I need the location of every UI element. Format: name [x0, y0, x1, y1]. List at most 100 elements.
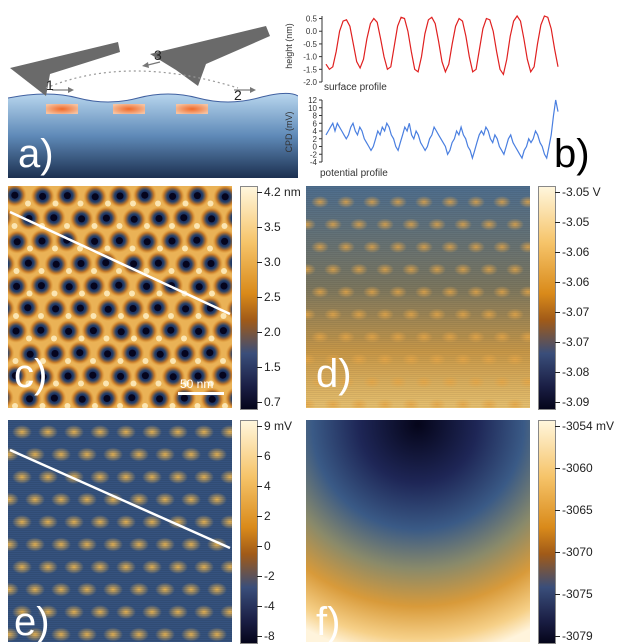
pore-core [193, 192, 201, 200]
ridge-highlight [207, 200, 214, 207]
y-tick-label-cpd: 4 [313, 127, 318, 136]
pore-core [154, 304, 162, 312]
pore-core [169, 373, 177, 381]
colorbar-d-tick-label: -3.09 [555, 396, 589, 408]
pore [8, 342, 15, 364]
cantilever-tip-2 [150, 26, 270, 86]
domain-2 [113, 104, 145, 114]
y-tick-label-cpd: 10 [308, 104, 317, 113]
ridge-highlight [90, 313, 97, 319]
ridge-highlight [104, 290, 110, 297]
ridge-highlight [12, 358, 19, 364]
pore [226, 299, 232, 320]
ridge-highlight [196, 268, 202, 274]
pore [8, 297, 15, 320]
y-tick-label-cpd: 0 [313, 143, 318, 152]
ridge-highlight [117, 358, 124, 364]
colorbar-f-tick-label: -3070 [555, 546, 593, 558]
pore-core [50, 394, 58, 402]
colorbar-f-tick-label: -3054 mV [555, 420, 614, 432]
colorbar-c-tick-label: 3.0 [257, 256, 281, 268]
ridge-highlight [104, 245, 111, 252]
colorbar-f [538, 420, 556, 644]
pore [225, 387, 232, 408]
ridge-highlight [78, 335, 85, 342]
ridge-highlight [195, 358, 201, 364]
colorbar-c-tick-label: 4.2 nm [257, 186, 301, 198]
pore-core [129, 305, 137, 312]
ridge-highlight [182, 200, 189, 207]
pore-core [11, 372, 19, 380]
ridge-highlight [38, 268, 45, 274]
pore-core [169, 192, 177, 200]
ridge-highlight [143, 268, 150, 274]
ridge-highlight [90, 358, 96, 364]
ridge-highlight [52, 245, 58, 252]
ridge-highlight [130, 200, 136, 207]
scalebar [178, 392, 224, 395]
colorbar-c-tick-label: 2.0 [257, 326, 281, 338]
ridge-highlight [208, 380, 214, 387]
pore-core [65, 327, 73, 335]
ridge-highlight [195, 313, 202, 319]
ridge-highlight [13, 268, 20, 274]
colorbar-d-tick-label: -3.06 [555, 276, 589, 288]
pore-core [52, 305, 60, 313]
pore-core [207, 260, 215, 267]
pore-core [180, 394, 188, 402]
pore-core [26, 395, 34, 403]
pore-core [208, 395, 216, 403]
panel-d: d) [306, 186, 530, 408]
pore [225, 343, 232, 365]
pore-core [168, 237, 176, 245]
profile-charts: height (nm) CPD (mV) surface profile pot… [284, 15, 559, 179]
substrate [8, 93, 298, 178]
y-tick-label-cpd: 8 [313, 112, 318, 121]
panel-label-f: f) [316, 600, 341, 642]
ridge-highlight [221, 268, 227, 274]
colorbar-f-tick-label: -3065 [555, 504, 593, 516]
pore-core [102, 259, 110, 267]
colorbar-e [240, 420, 258, 644]
colorbar-e-tick-label: -4 [257, 600, 275, 612]
pore [8, 387, 14, 408]
potential-map-corrected [8, 420, 232, 642]
ridge-highlight [91, 223, 98, 229]
pore-core [220, 282, 228, 290]
pore-core [181, 350, 189, 357]
ridge-highlight [183, 380, 189, 387]
pore-core [219, 371, 227, 379]
y-tick-label-cpd: -2 [310, 150, 318, 159]
colorbar-c-tick-label: 3.5 [257, 221, 281, 233]
pore-core [155, 215, 163, 222]
pore-core [90, 282, 98, 290]
colorbar-e-tick-label: 4 [257, 480, 271, 492]
panel-a: 1 2 3 a) [8, 8, 298, 178]
y-tick-label-height: 0.5 [306, 15, 318, 24]
pore-core [182, 260, 190, 268]
ridge-highlight [157, 245, 163, 252]
pore-core [130, 215, 138, 223]
pore-core [142, 327, 150, 335]
colorbar-d-tick-label: -3.05 V [555, 186, 601, 198]
pore-core [12, 327, 20, 335]
y-tick-label-height: -2.0 [303, 78, 317, 87]
pore-core [91, 193, 99, 201]
ridge-highlight [155, 200, 161, 207]
pore [224, 206, 232, 230]
step-label-3: 3 [154, 47, 162, 63]
ridge-highlight [53, 380, 59, 387]
pore-core [89, 371, 97, 379]
pore-core [195, 283, 203, 291]
panel-b: height (nm) CPD (mV) surface profile pot… [268, 6, 618, 182]
pore [8, 252, 16, 276]
ridge-highlight [168, 268, 175, 274]
ridge-highlight [103, 380, 109, 387]
scalebar-label: 50 nm [180, 377, 213, 391]
ridge-highlight [169, 223, 175, 229]
ridge-highlight [27, 245, 33, 252]
ridge-highlight [25, 200, 31, 207]
ridge-highlight [105, 200, 111, 207]
ridge-highlight [91, 268, 97, 274]
pore-core [141, 191, 149, 199]
